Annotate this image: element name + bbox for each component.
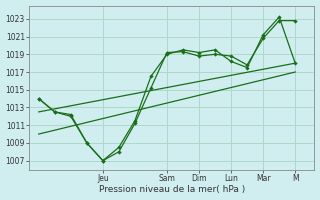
X-axis label: Pression niveau de la mer( hPa ): Pression niveau de la mer( hPa ) (99, 185, 245, 194)
